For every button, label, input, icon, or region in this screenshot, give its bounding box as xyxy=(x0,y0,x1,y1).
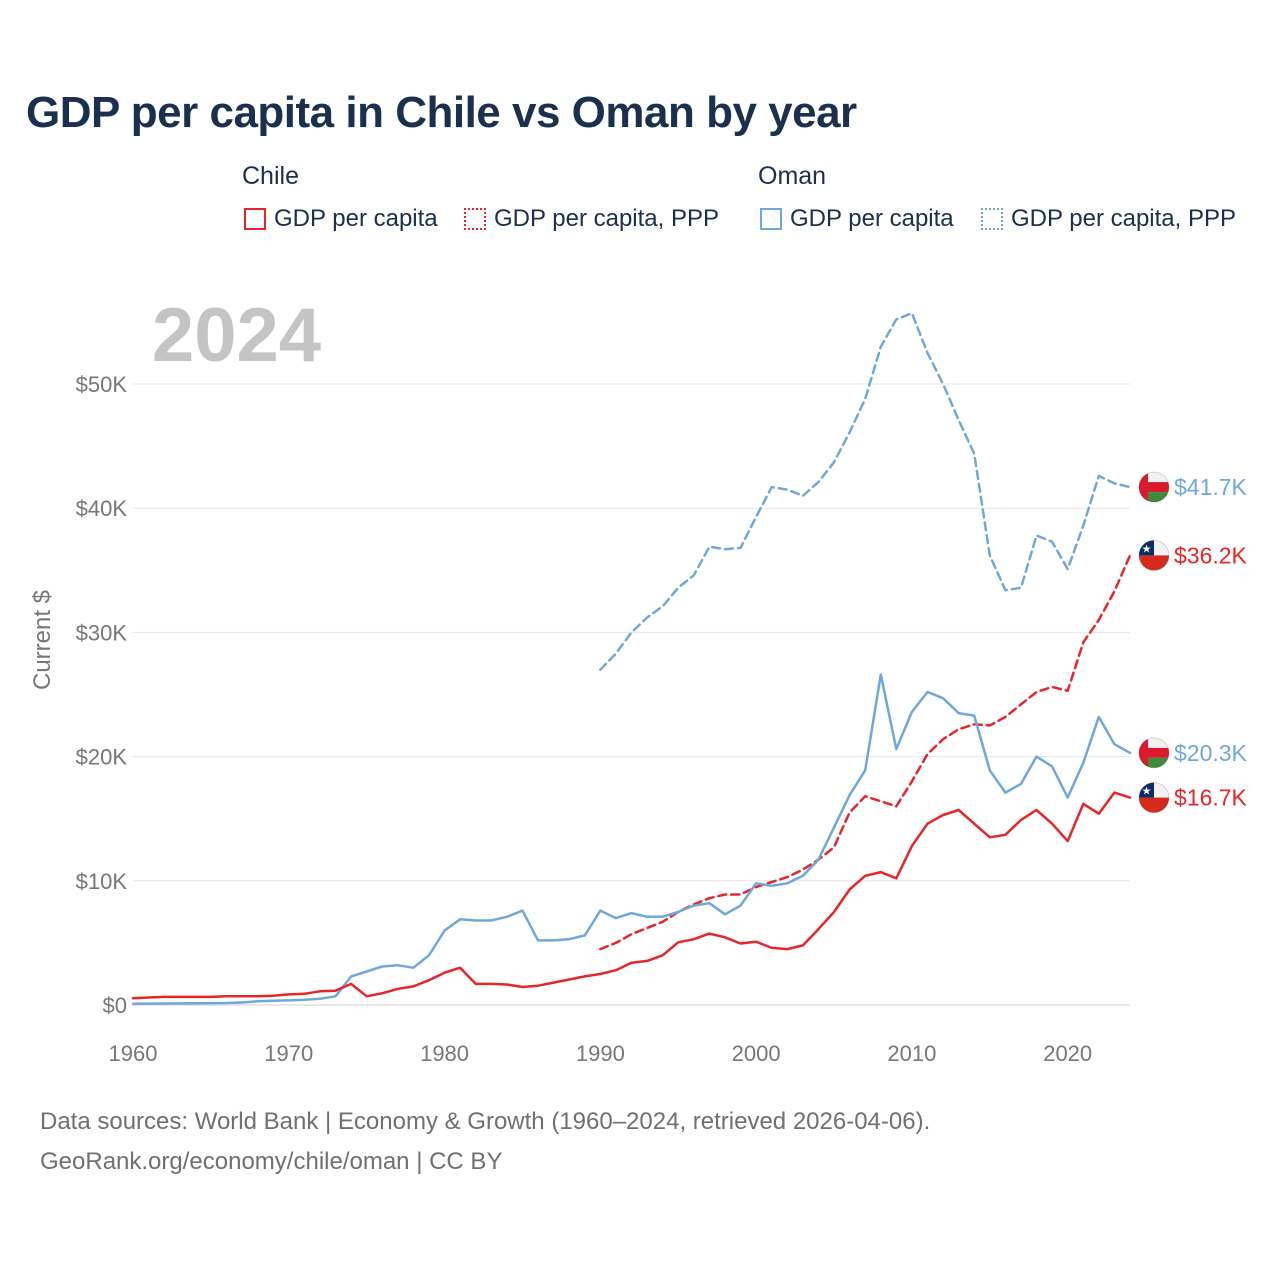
legend-swatch-oman-dotted xyxy=(981,208,1003,230)
legend-oman-gdp[interactable]: GDP per capita xyxy=(760,204,954,234)
flag-icon-chile: ★ xyxy=(1138,539,1170,571)
legend-oman-gdp-ppp[interactable]: GDP per capita, PPP xyxy=(981,204,1236,234)
x-tick-label: 2020 xyxy=(1043,1041,1092,1066)
legend-label: GDP per capita, PPP xyxy=(1011,205,1236,232)
series-line-chile-ppp xyxy=(599,554,1132,951)
x-tick-label: 1970 xyxy=(264,1041,313,1066)
legend-swatch-oman-solid xyxy=(760,208,782,230)
y-tick-label: $50K xyxy=(76,372,128,397)
y-tick-label: $20K xyxy=(76,745,128,770)
y-tick-label: $10K xyxy=(76,869,128,894)
y-tick-label: $0 xyxy=(103,993,127,1018)
footer-credit: GeoRank.org/economy/chile/oman | CC BY xyxy=(40,1148,503,1175)
legend-swatch-chile-solid xyxy=(244,208,266,230)
x-tick-label: 1990 xyxy=(576,1041,625,1066)
series-line-oman-ppp xyxy=(599,311,1132,671)
legend-swatch-chile-dotted xyxy=(464,208,486,230)
legend-chile-gdp[interactable]: GDP per capita xyxy=(244,204,438,234)
y-tick-label: $40K xyxy=(76,496,128,521)
footer-sources: Data sources: World Bank | Economy & Gro… xyxy=(40,1108,931,1135)
legend-label: GDP per capita xyxy=(274,205,438,232)
y-axis-title: Current $ xyxy=(29,590,56,690)
svg-text:★: ★ xyxy=(1142,543,1152,555)
x-tick-label: 1960 xyxy=(109,1041,158,1066)
chart-title: GDP per capita in Chile vs Oman by year xyxy=(26,88,857,137)
legend-label: GDP per capita, PPP xyxy=(494,205,719,232)
end-value-label-chile-ppp: $36.2K xyxy=(1174,542,1248,568)
end-value-label-oman-gdp: $20.3K xyxy=(1174,740,1248,766)
flag-icon-oman xyxy=(1138,471,1170,503)
legend-group-oman: Oman xyxy=(758,162,827,190)
legend-chile-gdp-ppp[interactable]: GDP per capita, PPP xyxy=(464,204,719,234)
series-line-chile-gdp xyxy=(131,791,1132,1000)
legend-label: GDP per capita xyxy=(790,205,954,232)
year-watermark: 2024 xyxy=(152,293,322,378)
y-tick-label: $30K xyxy=(76,620,128,645)
end-value-label-oman-ppp: $41.7K xyxy=(1174,474,1248,500)
legend-group-chile: Chile xyxy=(242,162,299,190)
flag-icon-chile: ★ xyxy=(1138,782,1170,814)
x-tick-label: 2000 xyxy=(732,1041,781,1066)
series-line-oman-gdp xyxy=(131,673,1132,1006)
x-tick-label: 2010 xyxy=(887,1041,936,1066)
svg-text:★: ★ xyxy=(1142,786,1152,798)
flag-icon-oman xyxy=(1138,737,1170,769)
x-tick-label: 1980 xyxy=(420,1041,469,1066)
end-value-label-chile-gdp: $16.7K xyxy=(1174,785,1248,811)
